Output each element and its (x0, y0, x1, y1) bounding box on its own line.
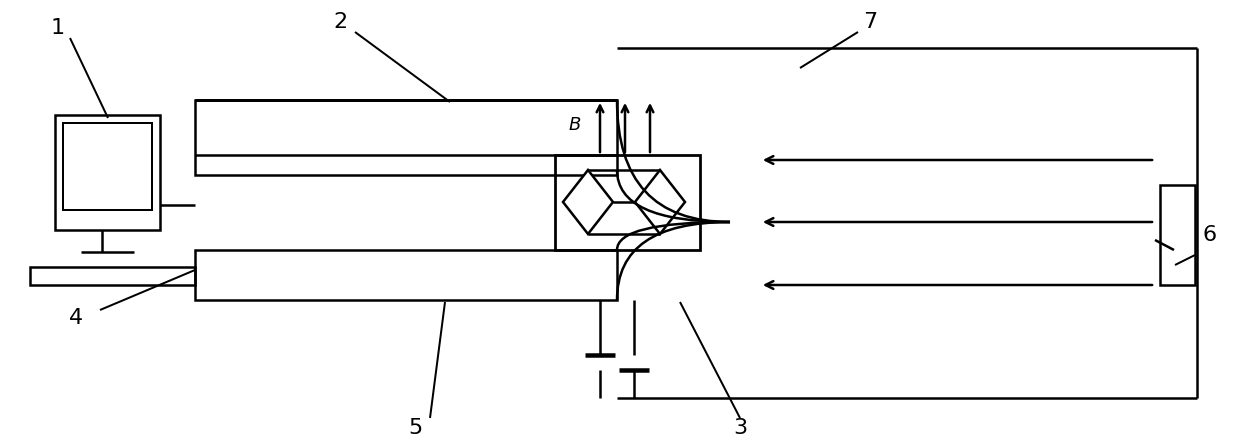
Bar (1159, 185, 1195, 285)
Text: 2: 2 (332, 12, 347, 32)
Text: 5: 5 (408, 418, 422, 438)
Polygon shape (635, 170, 684, 234)
Bar (195, 250, 618, 300)
Bar (30, 267, 195, 285)
Bar (195, 100, 618, 175)
Text: $B$: $B$ (568, 116, 582, 134)
Polygon shape (563, 170, 613, 234)
Bar (556, 155, 701, 250)
Bar (63, 123, 153, 210)
Text: 1: 1 (51, 18, 64, 38)
Bar (55, 115, 160, 230)
Text: 6: 6 (1203, 225, 1218, 245)
Text: 3: 3 (733, 418, 746, 438)
Text: 4: 4 (69, 308, 83, 328)
Text: 7: 7 (863, 12, 877, 32)
